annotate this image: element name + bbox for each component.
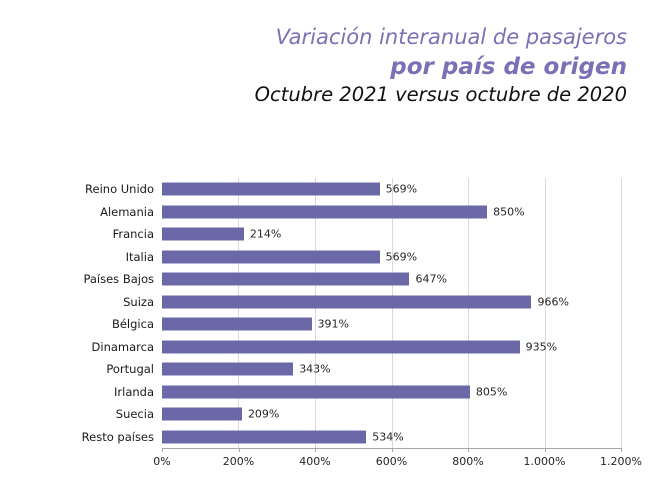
category-label: Bélgica: [111, 317, 154, 332]
bar-value-label: 935%: [525, 340, 558, 354]
chart-title-line1: Variación interanual de pasajeros: [275, 25, 627, 49]
gridline: [391, 178, 393, 448]
bar-row: Suiza 966%: [0, 291, 621, 314]
bar-row: Resto países 534%: [0, 426, 621, 449]
category-label: Resto países: [81, 429, 154, 444]
x-tick-mark: [468, 448, 469, 452]
bar-value-label: 647%: [415, 272, 447, 286]
category-label: Francia: [112, 227, 154, 242]
bar: [162, 182, 380, 196]
x-axis: 0% 200% 400% 600% 800% 1.000% 1.200%: [0, 448, 664, 478]
bar: [162, 385, 470, 399]
bar: [162, 250, 380, 264]
bar: [162, 272, 410, 286]
bar-value-label: 569%: [385, 250, 418, 264]
category-label: Portugal: [106, 362, 154, 377]
category-label: Suiza: [123, 294, 154, 309]
x-tick-mark: [162, 448, 163, 452]
bar-row: Bélgica 391%: [0, 313, 621, 336]
bar-value-label: 805%: [475, 385, 508, 399]
chart-title-block: Variación interanual de pasajeros por pa…: [255, 24, 627, 106]
category-label: Alemania: [100, 204, 154, 219]
gridline: [621, 178, 622, 448]
bar-row: Alemania 850%: [0, 201, 621, 224]
bar-row: Países Bajos 647%: [0, 268, 621, 291]
bar-track: 569%: [162, 178, 621, 201]
bar-value-label: 534%: [372, 430, 404, 444]
bar-track: 391%: [162, 313, 621, 336]
bar-track: 850%: [162, 201, 621, 224]
bar-row: Francia 214%: [0, 223, 621, 246]
category-label: Dinamarca: [91, 339, 154, 354]
chart-title-line2: por país de origen: [390, 54, 627, 81]
x-tick-label: 1.000%: [523, 455, 566, 468]
bar-row: Reino Unido 569%: [0, 178, 621, 201]
bar-track: 805%: [162, 381, 621, 404]
bar: [162, 205, 488, 219]
x-tick-mark: [391, 448, 393, 452]
bar: [162, 317, 312, 331]
bar: [162, 407, 242, 421]
gridline: [544, 178, 546, 448]
gridline: [467, 178, 469, 448]
bar-row: Portugal 343%: [0, 358, 621, 381]
x-tick-label: 0%: [153, 455, 171, 468]
bar: [162, 295, 532, 309]
bar: [162, 430, 367, 444]
bar-row: Italia 569%: [0, 246, 621, 269]
x-tick-label: 600%: [375, 455, 408, 468]
bar-rows: Reino Unido 569% Alemania 850% Francia 214% It…: [0, 178, 621, 448]
gridline: [238, 178, 240, 448]
bar-track: 647%: [162, 268, 621, 291]
bar-value-label: 209%: [247, 407, 280, 421]
bar: [162, 362, 294, 376]
bar-value-label: 214%: [249, 227, 282, 241]
bar-track: 534%: [162, 426, 621, 449]
x-tick-mark: [544, 448, 546, 452]
x-tick-mark: [315, 448, 316, 452]
category-label: Irlanda: [114, 384, 154, 399]
bar-value-label: 850%: [493, 205, 525, 219]
bar-track: 209%: [162, 403, 621, 426]
bar-track: 935%: [162, 336, 621, 359]
x-tick-label: 1.200%: [600, 455, 642, 468]
bar-value-label: 966%: [537, 295, 569, 309]
bar-row: Suecia 209%: [0, 403, 621, 426]
category-label: Países Bajos: [83, 272, 154, 287]
x-tick-mark: [238, 448, 240, 452]
bar-row: Irlanda 805%: [0, 381, 621, 404]
category-label: Suecia: [115, 407, 154, 422]
x-tick-label: 200%: [222, 455, 255, 468]
bar-track: 569%: [162, 246, 621, 269]
bar-track: 966%: [162, 291, 621, 314]
category-label: Italia: [125, 249, 154, 264]
x-tick-mark: [621, 448, 622, 452]
bar: [162, 340, 520, 354]
bar-value-label: 343%: [299, 362, 331, 376]
bar: [162, 227, 244, 241]
x-tick-label: 800%: [452, 455, 484, 468]
gridline: [314, 178, 316, 448]
bar-value-label: 569%: [385, 182, 418, 196]
bar-track: 214%: [162, 223, 621, 246]
category-label: Reino Unido: [85, 182, 154, 197]
bar-track: 343%: [162, 358, 621, 381]
chart-subtitle: Octubre 2021 versus octubre de 2020: [254, 82, 627, 106]
bar-row: Dinamarca 935%: [0, 336, 621, 359]
x-tick-label: 400%: [299, 455, 331, 468]
bar-value-label: 391%: [317, 317, 349, 331]
